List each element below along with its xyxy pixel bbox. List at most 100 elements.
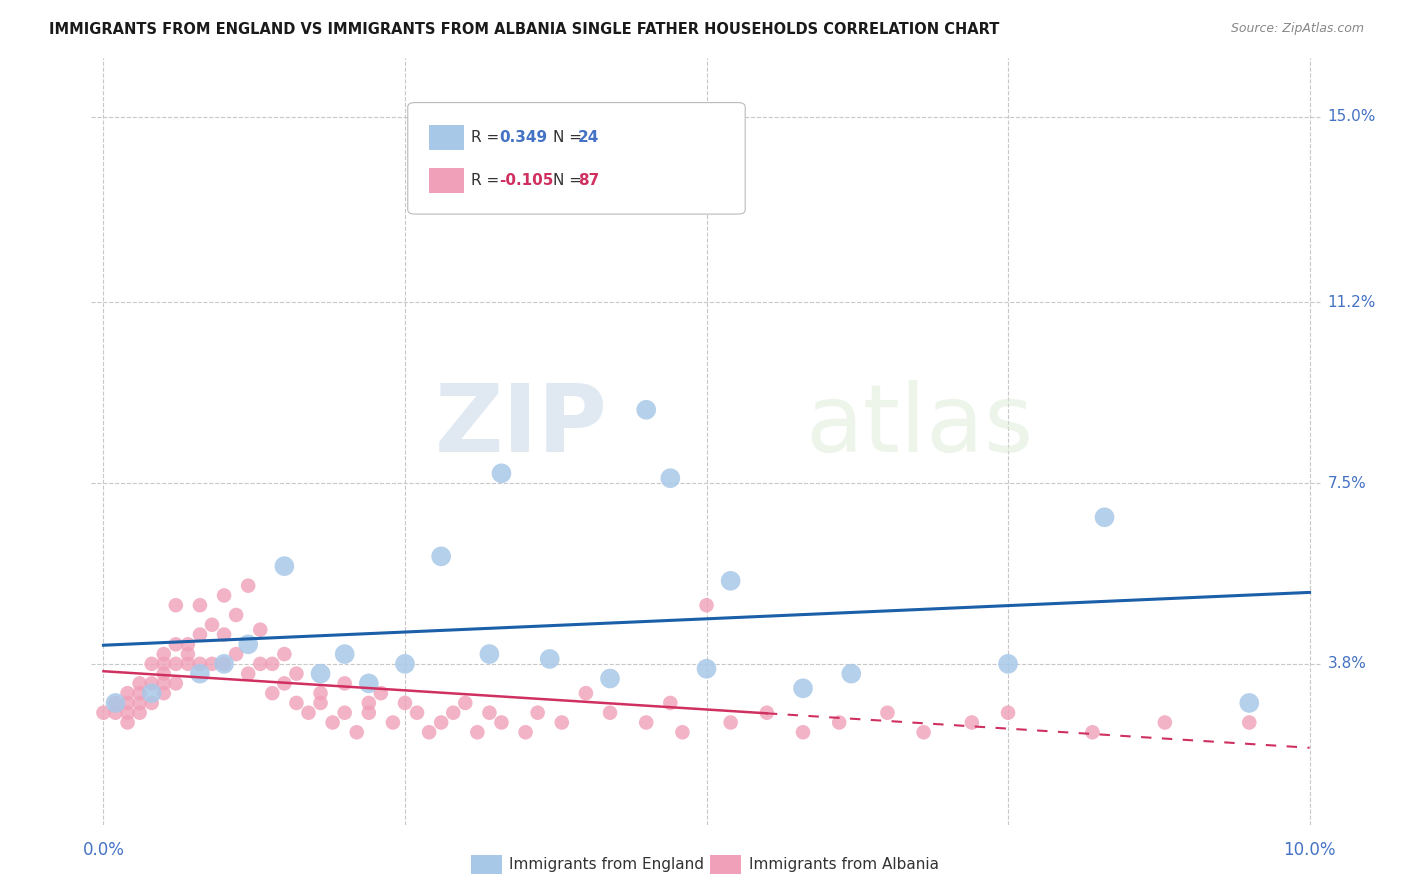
Point — [188, 657, 211, 671]
Point — [152, 647, 174, 661]
Point — [188, 599, 211, 613]
Point — [960, 715, 983, 730]
Point — [128, 676, 150, 690]
Point — [141, 676, 163, 690]
Point — [128, 696, 150, 710]
Point — [430, 715, 453, 730]
Point — [381, 715, 404, 730]
Point — [273, 676, 295, 690]
Point — [117, 715, 139, 730]
Point — [117, 686, 139, 700]
Text: Source: ZipAtlas.com: Source: ZipAtlas.com — [1230, 22, 1364, 36]
Point — [249, 657, 271, 671]
Point — [876, 706, 898, 720]
Point — [636, 715, 658, 730]
Point — [454, 696, 477, 710]
Point — [238, 579, 260, 593]
Point — [188, 627, 211, 641]
Point — [273, 559, 295, 574]
Point — [839, 666, 862, 681]
Text: 3.8%: 3.8% — [1327, 657, 1367, 672]
Point — [491, 467, 513, 481]
Text: 24: 24 — [578, 130, 599, 145]
Point — [370, 686, 392, 700]
Point — [262, 657, 284, 671]
Point — [538, 652, 561, 666]
Point — [659, 471, 682, 485]
Point — [357, 676, 380, 690]
Point — [177, 657, 200, 671]
Point — [515, 725, 537, 739]
Point — [225, 607, 247, 622]
Point — [238, 637, 260, 651]
Point — [1094, 510, 1116, 524]
Text: ZIP: ZIP — [436, 380, 607, 472]
Point — [165, 657, 187, 671]
Point — [599, 672, 621, 686]
Point — [1081, 725, 1104, 739]
Point — [491, 715, 513, 730]
Point — [599, 706, 621, 720]
Point — [1153, 715, 1175, 730]
Point — [467, 725, 489, 739]
Point — [93, 706, 115, 720]
Point — [238, 666, 260, 681]
Point — [792, 681, 814, 696]
Point — [285, 696, 308, 710]
Point — [212, 657, 235, 671]
Point — [309, 666, 332, 681]
Point — [997, 706, 1019, 720]
Text: N =: N = — [553, 173, 586, 188]
Point — [177, 647, 200, 661]
Point — [188, 666, 211, 681]
Text: 7.5%: 7.5% — [1327, 475, 1367, 491]
Point — [526, 706, 548, 720]
Point — [1239, 696, 1261, 710]
Point — [1239, 715, 1261, 730]
Point — [997, 657, 1019, 671]
Point — [575, 686, 598, 700]
Text: atlas: atlas — [804, 380, 1033, 472]
Point — [659, 696, 682, 710]
Point — [165, 676, 187, 690]
Point — [357, 706, 380, 720]
Point — [201, 657, 224, 671]
Point — [212, 627, 235, 641]
Text: -0.105: -0.105 — [499, 173, 554, 188]
Point — [165, 637, 187, 651]
Point — [394, 696, 416, 710]
Point — [273, 647, 295, 661]
Point — [394, 657, 416, 671]
Point — [141, 696, 163, 710]
Point — [671, 725, 693, 739]
Text: 0.349: 0.349 — [499, 130, 547, 145]
Point — [249, 623, 271, 637]
Point — [346, 725, 368, 739]
Point — [333, 676, 356, 690]
Text: R =: R = — [471, 130, 505, 145]
Point — [406, 706, 429, 720]
Point — [285, 666, 308, 681]
Text: Immigrants from England: Immigrants from England — [509, 857, 704, 871]
Point — [309, 696, 332, 710]
Point — [152, 686, 174, 700]
Point — [212, 657, 235, 671]
Point — [357, 696, 380, 710]
Text: Immigrants from Albania: Immigrants from Albania — [749, 857, 939, 871]
Point — [636, 402, 658, 417]
Point — [441, 706, 464, 720]
Point — [128, 706, 150, 720]
Point — [201, 617, 224, 632]
Text: N =: N = — [553, 130, 586, 145]
Point — [792, 725, 814, 739]
Point — [152, 666, 174, 681]
Point — [478, 647, 501, 661]
Point — [430, 549, 453, 564]
Text: 15.0%: 15.0% — [1327, 109, 1376, 124]
Point — [165, 599, 187, 613]
Point — [333, 706, 356, 720]
Point — [333, 647, 356, 661]
Point — [551, 715, 574, 730]
Point — [912, 725, 935, 739]
Text: R =: R = — [471, 173, 505, 188]
